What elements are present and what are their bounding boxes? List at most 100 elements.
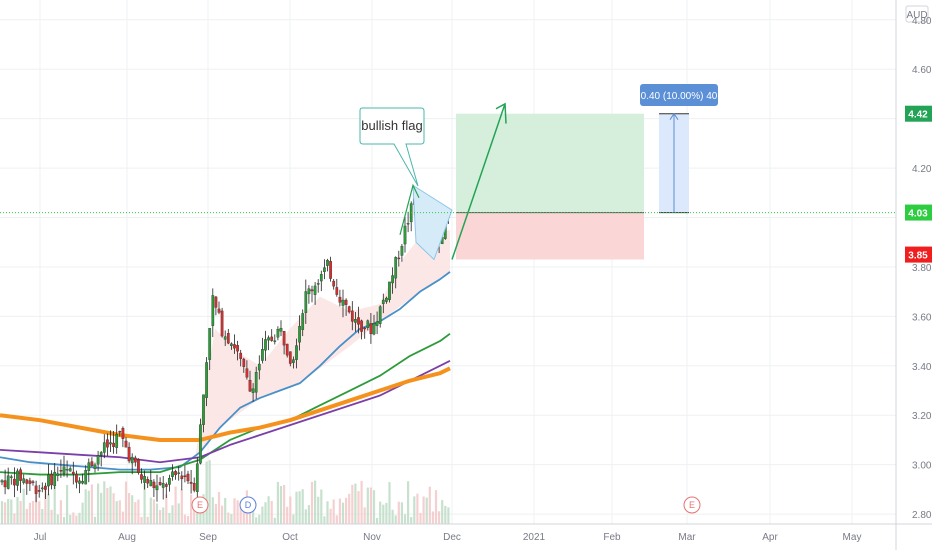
volume-bar [298,491,301,524]
volume-bar [338,498,341,524]
flagpole-arrow [399,183,420,235]
candle-body [177,472,181,474]
candle-body [53,471,57,486]
candle-body [158,482,162,485]
candle-body [22,478,26,483]
candle-body [152,481,156,489]
candle-body [71,471,75,475]
candle-body [230,343,233,346]
volume-bar [267,496,270,524]
candle-body [56,473,60,476]
x-tick-label: 2021 [523,532,546,543]
candle-body [326,260,329,266]
candle-body [50,474,53,486]
volume-bar [332,499,335,524]
event-marker[interactable] [683,496,701,514]
target-zone[interactable] [456,113,644,213]
volume-bar [112,493,115,524]
bullish-flag-callout[interactable]: bullish flag [359,107,425,187]
volume-bar [428,486,431,524]
candle-body [261,349,264,361]
y-tick-label: 3.40 [912,362,932,373]
candle-body [307,288,311,295]
candle-body [62,466,66,474]
volume-bar [307,505,310,524]
candle-body [304,291,308,313]
volume-bar [434,490,438,524]
candle-body [369,323,373,335]
candle-body [214,296,218,308]
price-range-measure[interactable]: 0.40 (10.00%) 40 [640,84,718,214]
volume-bar [422,496,425,524]
volume-bar [131,495,134,524]
event-marker[interactable] [239,496,257,514]
volume-bar [177,503,180,524]
time-axis[interactable]: Jul Aug Sep Oct Nov Dec 2021 Feb Mar Apr May [0,523,932,543]
currency-box [905,5,929,23]
volume-bar [425,497,428,524]
candle-body [245,368,249,378]
volume-bar [140,516,143,524]
volume-bar [165,494,168,524]
volume-bar [276,481,279,524]
flag-channel[interactable] [412,184,453,261]
volume-bar [382,504,385,524]
candle-body [375,321,379,326]
x-tick-label: Nov [363,532,381,543]
y-tick-label: 4.80 [912,16,932,27]
volume-bar [286,506,289,524]
candle-body [288,351,292,364]
volume-bar [155,503,159,524]
projection-arrow[interactable] [451,103,506,260]
candle-body [242,358,246,367]
candle-body [127,446,131,462]
volume-bar [81,502,84,524]
volume-bar [391,509,394,524]
candle-body [99,452,103,456]
candle-body [226,333,230,344]
volume-bar [304,509,307,524]
candle-body [143,476,146,483]
candle-body [3,480,7,488]
volume-bar [289,496,292,524]
candle-body [329,261,332,279]
volume-bar [47,493,50,524]
volume-bar [326,501,329,524]
volume-bar [118,500,121,524]
y-tick-label: 4.60 [912,65,932,76]
volume-bar [100,492,103,524]
price-badge [905,204,932,221]
volume-bar [357,491,360,524]
candle-body [372,323,376,335]
candle-body [239,352,243,359]
callout-box[interactable] [359,107,425,187]
price-badges: 4.42 4.03 3.85 [905,105,932,263]
candle-body [47,474,50,487]
candle-body [217,308,221,313]
volume-bar [400,502,403,524]
event-marker-label: D [245,500,252,510]
candle-body [121,428,125,439]
stop-zone[interactable] [456,212,644,260]
flag-pattern[interactable] [412,184,453,261]
volume-bar [413,496,416,524]
volume-bar [416,493,419,524]
volume-bar [283,484,286,524]
candle-body [347,306,351,313]
volume-bar [211,497,214,524]
candle-body [19,469,22,481]
long-position-tool[interactable] [456,113,644,260]
candle-body [9,476,13,478]
candle-body [65,469,69,471]
event-marker[interactable] [191,496,209,514]
volume-bar [224,497,227,524]
volume-bar [407,481,410,524]
measure-label: 0.40 (10.00%) 40 [641,91,718,102]
candle-body [357,317,360,325]
moving-averages [0,271,451,476]
x-tick-label: Aug [118,532,136,543]
volume-bar [205,461,208,524]
